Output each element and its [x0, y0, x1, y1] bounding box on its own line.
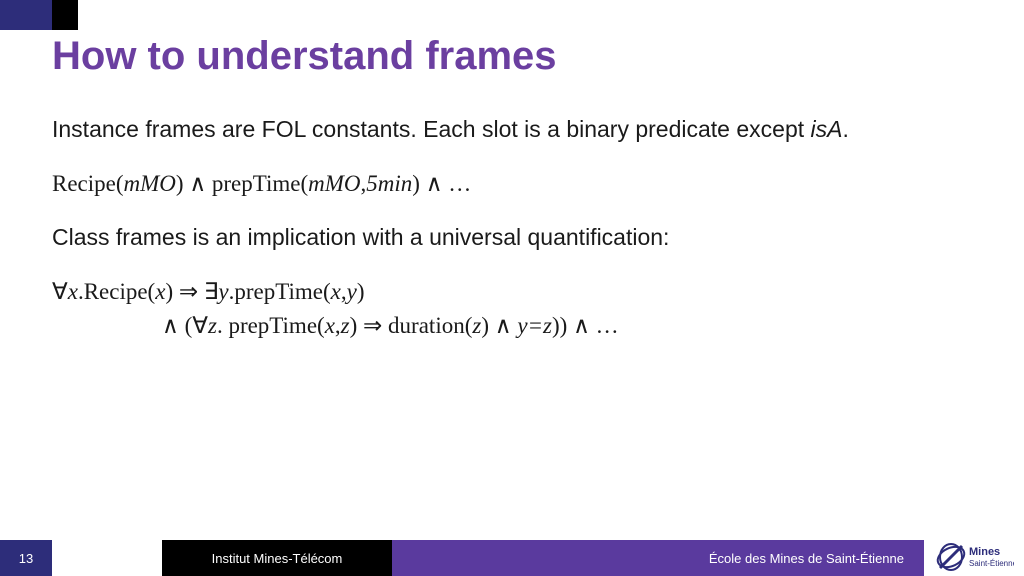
paragraph-2: Class frames is an implication with a un… [52, 222, 994, 253]
slide-body: Instance frames are FOL constants. Each … [52, 114, 994, 364]
page-number: 13 [0, 540, 52, 576]
slide-title: How to understand frames [52, 34, 557, 79]
svg-text:Mines: Mines [969, 546, 1000, 558]
header-accent [0, 0, 78, 30]
header-block-navy [0, 0, 52, 30]
mines-logo-icon: Mines Saint-Étienne [934, 541, 1014, 575]
para1-text-b: . [842, 116, 848, 142]
footer-logo: Mines Saint-Étienne [924, 540, 1024, 576]
formula-2-line-1: ∀x.Recipe(x) ⇒ ∃y.prepTime(x,y) [52, 279, 365, 304]
formula-2-line-2: ∧ (∀z. prepTime(x,z) ⇒ duration(z) ∧ y=z… [52, 309, 994, 342]
formula-1: Recipe(mMO) ∧ prepTime(mMO,5min) ∧ … [52, 167, 994, 200]
paragraph-1: Instance frames are FOL constants. Each … [52, 114, 994, 145]
para1-isa: isA [811, 116, 843, 142]
footer-school: École des Mines de Saint-Étienne [392, 540, 924, 576]
footer-institute: Institut Mines-Télécom [162, 540, 392, 576]
slide-footer: 13 Institut Mines-Télécom École des Mine… [0, 540, 1024, 576]
formula-2: ∀x.Recipe(x) ⇒ ∃y.prepTime(x,y) ∧ (∀z. p… [52, 275, 994, 342]
footer-spacer [52, 540, 162, 576]
svg-text:Saint-Étienne: Saint-Étienne [969, 559, 1014, 568]
para1-text-a: Instance frames are FOL constants. Each … [52, 116, 811, 142]
header-block-black [52, 0, 78, 30]
